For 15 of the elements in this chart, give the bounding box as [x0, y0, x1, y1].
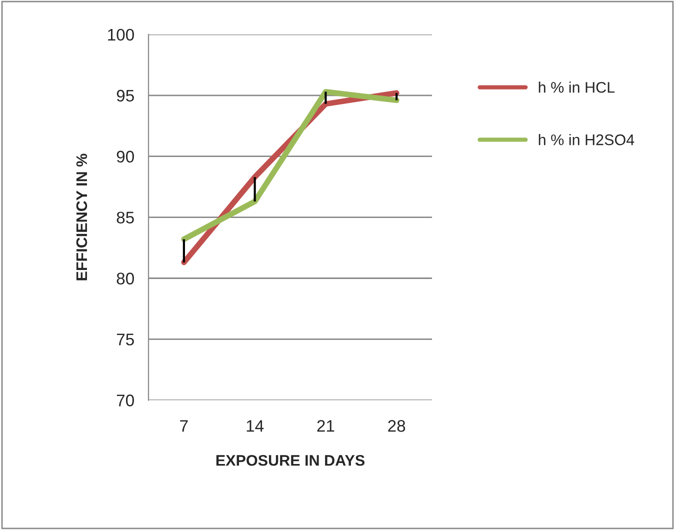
x-tick-label: 14 [246, 420, 264, 432]
y-axis-title: EFFICIENCY IN % [76, 154, 88, 280]
y-tick-label: 95 [116, 90, 134, 102]
y-tick-label: 90 [116, 150, 134, 163]
y-tick-label: 75 [116, 334, 134, 346]
x-tick-label: 21 [317, 420, 334, 432]
x-tick-label: 7 [180, 420, 188, 432]
y-tick-label: 70 [116, 394, 134, 406]
legend-label: h % in HCL [538, 82, 615, 93]
y-tick-label: 85 [116, 212, 134, 224]
x-axis-title: EXPOSURE IN DAYS [216, 454, 365, 466]
y-tick-label: 100 [108, 28, 134, 41]
legend-label: h % in H2SO4 [538, 134, 634, 146]
y-tick-label: 80 [116, 272, 134, 284]
x-tick-label: 28 [388, 420, 406, 432]
